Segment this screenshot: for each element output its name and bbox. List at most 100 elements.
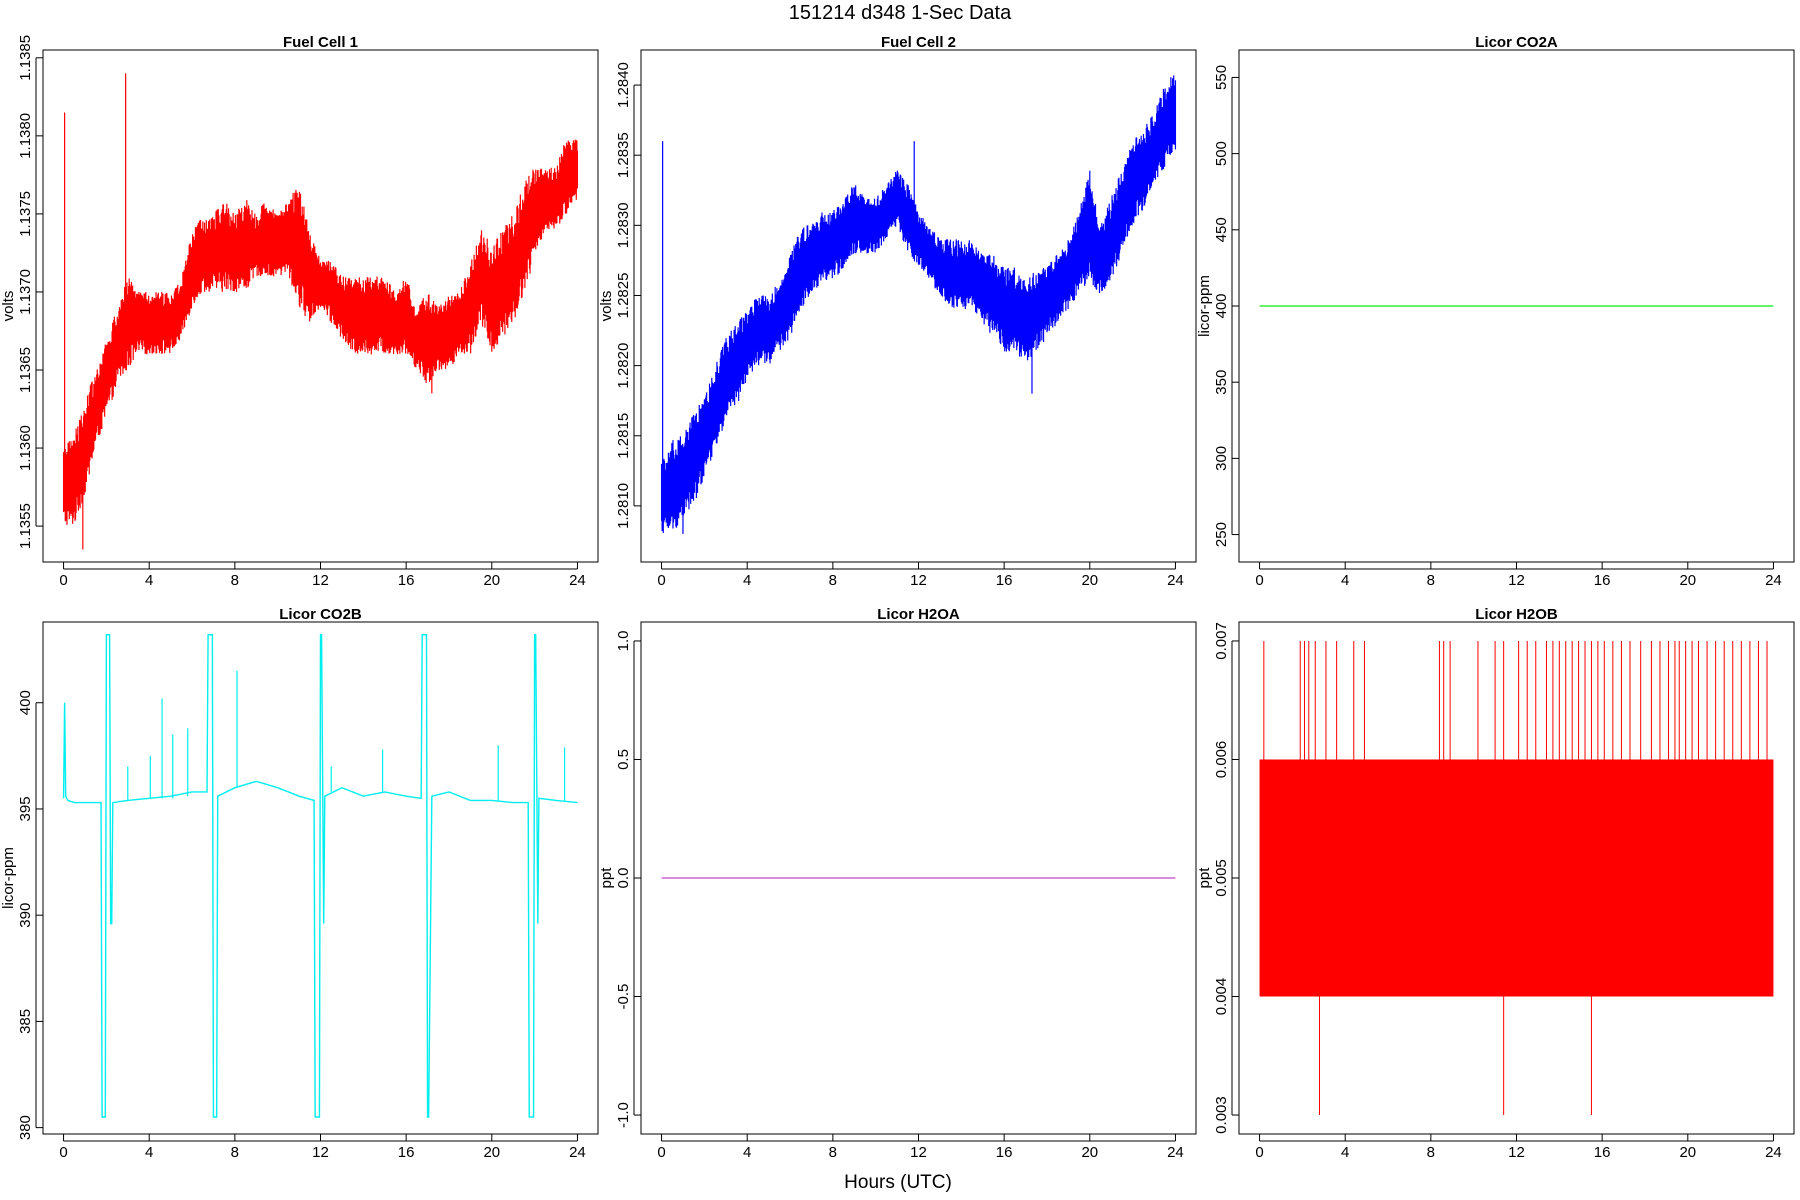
panel-5-xtick-label-4: 12 [910,1144,927,1161]
panel-6-xtick-label-6: 20 [1679,1144,1696,1161]
panel-2-xtick-label-2: 4 [743,572,751,589]
panel-4-ytick-label-2: 385 [17,1009,34,1034]
panel-1-title: Fuel Cell 1 [283,34,358,51]
panel-3-xtick-label-4: 12 [1508,572,1525,589]
panel-2-xtick-label-6: 20 [1081,572,1098,589]
panel-4-ytick-label-3: 390 [17,903,34,928]
panel-3-ytick-label-7: 550 [1213,65,1230,90]
panel-3-xtick-label-1: 0 [1255,572,1263,589]
panel-3: Licor CO2A 0 4 8 12 16 20 24 250 300 350 400 450 500 5… [1196,34,1795,589]
panel-5-ytick-label-3: 0.0 [615,868,632,889]
panel-5-title: Licor H2OA [877,606,960,623]
panel-2-title: Fuel Cell 2 [881,34,956,51]
panel-5-xtick-label-6: 20 [1081,1144,1098,1161]
panel-6-title: Licor H2OB [1475,606,1558,623]
panel-6-ytick-label-3: 0.005 [1213,859,1230,897]
panel-6-xtick-label-7: 24 [1765,1144,1782,1161]
panel-1-ytick-label-6: 1.1380 [17,113,34,159]
panel-6-ytick-label-2: 0.004 [1213,978,1230,1016]
panel-2: Fuel Cell 2 0 4 8 12 16 20 24 1.2810 1.2815 1.2820… [598,34,1197,589]
panel-3-title: Licor CO2A [1475,34,1558,51]
panel-1-ytick-label-5: 1.1375 [17,191,34,237]
panel-2-ytick-label-2: 1.2815 [615,413,632,459]
panel-4-ytick-label-1: 380 [17,1115,34,1140]
panel-6-plot-area [1259,640,1774,1116]
panel-4-xtick-label-1: 0 [59,1144,67,1161]
panel-3-ytick-label-1: 250 [1213,522,1230,547]
panel-1-series [62,139,579,525]
panel-4-xtick-label-7: 24 [569,1144,586,1161]
panel-4-series [62,634,578,1118]
panel-6-spikes-up [1263,640,1768,760]
panel-5-xtick-label-3: 8 [829,1144,837,1161]
panel-5-xtick-label-7: 24 [1167,1144,1184,1161]
panel-1-ytick-label-2: 1.1360 [17,425,34,471]
panel-4-title: Licor CO2B [279,606,362,623]
panel-4-ytick-label-4: 395 [17,796,34,821]
panel-5-xtick-label-5: 16 [996,1144,1013,1161]
panel-6-spikes-down [1319,996,1592,1116]
panel-3-xtick-label-6: 20 [1679,572,1696,589]
panel-2-series [660,75,1177,533]
panel-4-ytick-label-5: 400 [17,690,34,715]
panel-1-ylabel: volts [0,291,17,322]
panel-2-ytick-label-6: 1.2835 [615,132,632,178]
panel-2-xtick-label-4: 12 [910,572,927,589]
panel-1-ytick-label-1: 1.1355 [17,503,34,549]
panel-1-xtick-label-2: 4 [145,572,153,589]
panel-1-xtick-label-1: 0 [59,572,67,589]
panel-2-xtick-label-5: 16 [996,572,1013,589]
panels: Fuel Cell 1 0 4 8 12 16 20 24 1.1355 1.1360 1.1365… [0,34,1795,1161]
panel-2-plot-area [660,75,1177,534]
panel-6-xtick-label-4: 12 [1508,1144,1525,1161]
panel-4-plot-area [62,634,578,1118]
panel-4-ylabel: licor-ppm [0,847,17,909]
figure-title: 151214 d348 1-Sec Data [789,2,1012,24]
panel-1-xtick-label-4: 12 [312,572,329,589]
panel-3-ytick-label-4: 400 [1213,293,1230,318]
panel-2-xtick-label-1: 0 [657,572,665,589]
panel-3-ytick-label-6: 500 [1213,141,1230,166]
panel-4-xtick-label-3: 8 [231,1144,239,1161]
panel-2-ytick-label-7: 1.2840 [615,62,632,108]
panel-2-ytick-label-5: 1.2830 [615,202,632,248]
panel-4: Licor CO2B 0 4 8 12 16 20 24 380 385 390 395 400 lico… [0,606,599,1161]
panel-5: Licor H2OA 0 4 8 12 16 20 24 -1.0 -0.5 0.0 0.5 1.0 pp… [598,606,1197,1161]
panel-5-xtick-label-2: 4 [743,1144,751,1161]
panel-5-ylabel: ppt [598,867,615,889]
panel-6-xtick-label-5: 16 [1594,1144,1611,1161]
panel-5-ytick-label-5: 1.0 [615,631,632,652]
panel-2-ytick-label-4: 1.2825 [615,273,632,319]
panel-1-xtick-label-6: 20 [483,572,500,589]
panel-5-ytick-label-1: -1.0 [615,1102,632,1128]
panel-2-ytick-label-1: 1.2810 [615,483,632,529]
panel-6-xtick-label-1: 0 [1255,1144,1263,1161]
panel-3-xtick-label-5: 16 [1594,572,1611,589]
panel-3-ytick-label-3: 350 [1213,370,1230,395]
panel-1-xtick-label-3: 8 [231,572,239,589]
panel-3-xtick-label-3: 8 [1427,572,1435,589]
panel-4-xtick-label-2: 4 [145,1144,153,1161]
panel-6-ytick-label-4: 0.006 [1213,741,1230,779]
panel-6-ylabel: ppt [1196,867,1213,889]
panel-6-ytick-label-5: 0.007 [1213,622,1230,660]
panel-2-xtick-label-7: 24 [1167,572,1184,589]
panel-1: Fuel Cell 1 0 4 8 12 16 20 24 1.1355 1.1360 1.1365… [0,34,599,589]
panel-6-band [1259,759,1774,997]
panel-2-ytick-label-3: 1.2820 [615,343,632,389]
panel-4-xtick-label-4: 12 [312,1144,329,1161]
panel-6-ytick-label-1: 0.003 [1213,1096,1230,1134]
panel-3-xtick-label-7: 24 [1765,572,1782,589]
panel-4-xtick-label-6: 20 [483,1144,500,1161]
panel-4-xtick-label-5: 16 [398,1144,415,1161]
panel-3-ylabel: licor-ppm [1196,275,1213,337]
panel-1-xtick-label-5: 16 [398,572,415,589]
figure-xlabel: Hours (UTC) [844,1172,952,1193]
panel-1-plot-area [62,73,579,550]
panel-6-xtick-label-3: 8 [1427,1144,1435,1161]
panel-5-ytick-label-2: -0.5 [615,984,632,1010]
panel-3-xtick-label-2: 4 [1341,572,1349,589]
panel-2-ylabel: volts [598,291,615,322]
panel-1-ytick-label-7: 1.1385 [17,35,34,81]
